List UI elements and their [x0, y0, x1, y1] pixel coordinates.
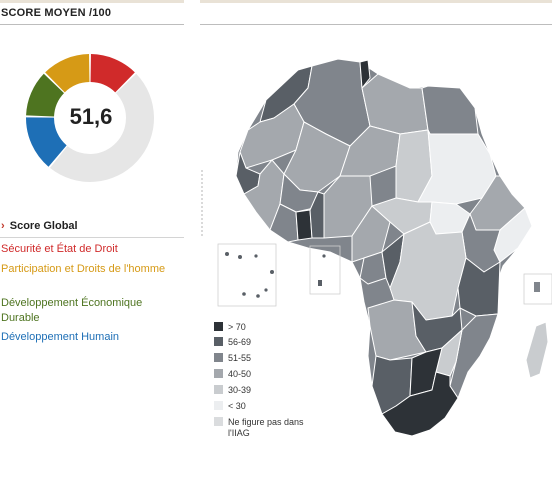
- region-south-africa[interactable]: [381, 371, 459, 437]
- category-human[interactable]: Développement Humain: [1, 331, 120, 343]
- score-global-label: Score Global: [9, 220, 78, 232]
- legend-swatch: [214, 401, 223, 410]
- legend-swatch: [214, 369, 223, 378]
- category-security[interactable]: Sécurité et État de Droit: [1, 243, 118, 255]
- inset-sao-tome: [309, 245, 341, 295]
- top-accent-left: [0, 0, 184, 3]
- legend-label: 51-55: [228, 353, 252, 363]
- region-gabon[interactable]: [359, 251, 387, 285]
- inset-mauritius: [523, 273, 552, 305]
- donut-segment-human: [26, 117, 67, 167]
- legend-swatch: [214, 322, 223, 331]
- category-participation[interactable]: Participation et Droits de l'homme: [1, 263, 166, 275]
- donut-segment-participation: [45, 54, 90, 93]
- donut-segment-empty: [49, 73, 155, 183]
- donut-segment-security: [90, 54, 135, 93]
- region-tanzania[interactable]: [457, 257, 501, 317]
- global-score-value: 51,6: [69, 104, 113, 129]
- title-divider-left: [0, 24, 184, 25]
- legend-label: 40-50: [228, 369, 252, 379]
- legend-label: 56-69: [228, 337, 252, 347]
- region-tunisia[interactable]: [359, 59, 371, 89]
- africa-map[interactable]: [200, 26, 552, 466]
- region-ivory-coast[interactable]: [269, 203, 299, 243]
- region-libya[interactable]: [361, 73, 429, 135]
- legend-label: < 30: [228, 401, 246, 411]
- legend-label: Ne figure pas dans l'IIAG: [228, 417, 304, 438]
- region-madagascar[interactable]: [525, 321, 549, 379]
- legend-swatch: [214, 353, 223, 362]
- legend-swatch: [214, 337, 223, 346]
- panel-title: SCORE MOYEN /100: [1, 7, 112, 19]
- legend-label: > 70: [228, 322, 246, 332]
- legend-swatch: [214, 417, 223, 426]
- title-divider-right: [200, 24, 552, 25]
- legend-label: 30-39: [228, 385, 252, 395]
- chevron-right-icon: ›: [1, 220, 5, 232]
- score-global-item[interactable]: › Score Global: [1, 220, 78, 232]
- top-accent-right: [200, 0, 552, 3]
- inset-cape-verde: [201, 170, 277, 307]
- score-donut-chart: [26, 54, 155, 183]
- legend-swatch: [214, 385, 223, 394]
- region-egypt[interactable]: [421, 85, 479, 135]
- region-mauritania[interactable]: [239, 103, 305, 169]
- score-global-divider: [0, 237, 184, 238]
- donut-segment-economic: [26, 73, 65, 117]
- category-economic[interactable]: Développement Économique Durable: [1, 297, 143, 324]
- region-ghana[interactable]: [295, 209, 313, 241]
